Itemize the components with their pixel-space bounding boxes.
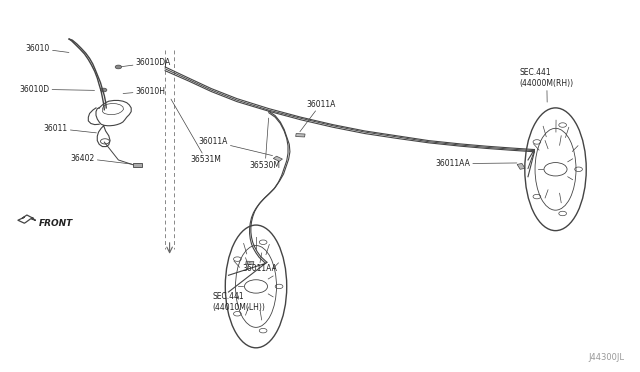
Text: FRONT: FRONT <box>38 219 73 228</box>
Bar <box>133 163 142 167</box>
Text: 36010: 36010 <box>26 44 69 53</box>
Text: 36011AA: 36011AA <box>435 159 517 168</box>
Text: 36402: 36402 <box>70 154 132 164</box>
Text: 36010H: 36010H <box>123 87 166 96</box>
Text: J44300JL: J44300JL <box>588 353 624 362</box>
Bar <box>273 156 282 161</box>
Text: 36530M: 36530M <box>250 118 280 170</box>
Text: SEC.441
(44010M(LH)): SEC.441 (44010M(LH)) <box>212 292 266 312</box>
Text: 36011AA: 36011AA <box>242 262 276 273</box>
Bar <box>246 261 254 264</box>
Text: 36531M: 36531M <box>171 99 221 164</box>
Bar <box>296 134 305 137</box>
Text: 36011: 36011 <box>44 124 97 133</box>
Text: 36010D: 36010D <box>19 85 95 94</box>
Circle shape <box>115 65 122 69</box>
Bar <box>517 163 525 169</box>
Text: SEC.441
(44000M(RH)): SEC.441 (44000M(RH)) <box>520 68 574 102</box>
Circle shape <box>100 88 107 92</box>
Text: 36010DA: 36010DA <box>122 58 171 67</box>
Text: 36011A: 36011A <box>198 137 273 155</box>
Text: 36011A: 36011A <box>300 100 335 132</box>
